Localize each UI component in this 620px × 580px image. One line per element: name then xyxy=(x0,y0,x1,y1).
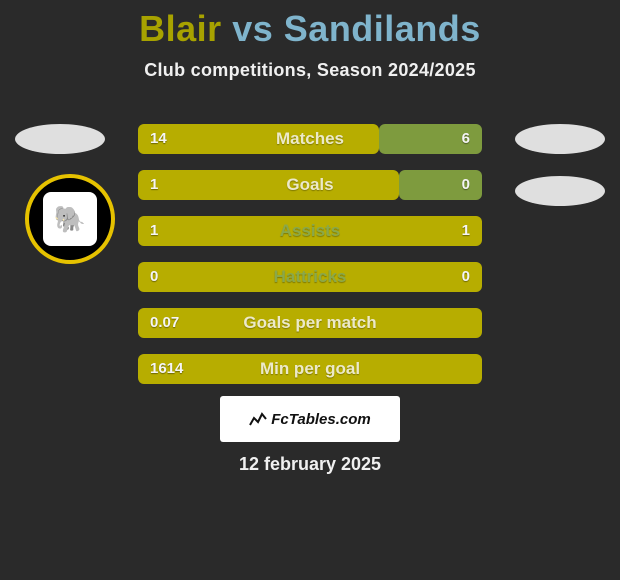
stat-value-right: 0 xyxy=(462,260,470,294)
player2-name: Sandilands xyxy=(284,8,481,49)
stat-value-right: 6 xyxy=(462,122,470,156)
stat-row: Matches146 xyxy=(138,122,482,156)
stat-bar-left xyxy=(138,354,482,384)
club-badge-placeholder-right-2 xyxy=(515,176,605,206)
player1-name: Blair xyxy=(139,8,222,49)
stat-value-left: 1 xyxy=(150,168,158,202)
stat-row: Goals per match0.07 xyxy=(138,306,482,340)
stat-value-right: 1 xyxy=(462,214,470,248)
stat-value-left: 14 xyxy=(150,122,167,156)
stat-bar-left xyxy=(138,216,482,246)
stat-value-left: 0 xyxy=(150,260,158,294)
stat-row: Assists11 xyxy=(138,214,482,248)
stats-panel: Matches146Goals10Assists11Hattricks00Goa… xyxy=(138,122,482,398)
club-crest-icon: 🐘 xyxy=(43,192,97,246)
stat-value-left: 1614 xyxy=(150,352,183,386)
snapshot-date: 12 february 2025 xyxy=(0,454,620,475)
stat-bar-left xyxy=(138,262,482,292)
club-badge-placeholder-right-1 xyxy=(515,124,605,154)
club-crest: 🐘 xyxy=(25,174,115,264)
stat-bar-left xyxy=(138,308,482,338)
club-badge-placeholder-left xyxy=(15,124,105,154)
stat-value-left: 1 xyxy=(150,214,158,248)
comparison-title: Blair vs Sandilands xyxy=(0,0,620,50)
stat-value-left: 0.07 xyxy=(150,306,179,340)
stat-row: Min per goal1614 xyxy=(138,352,482,386)
branding-badge: FcTables.com xyxy=(220,396,400,442)
vs-separator: vs xyxy=(232,8,273,49)
stat-bar-left xyxy=(138,170,399,200)
stat-row: Hattricks00 xyxy=(138,260,482,294)
branding-text: FcTables.com xyxy=(271,411,370,428)
chart-icon xyxy=(249,411,267,427)
season-subtitle: Club competitions, Season 2024/2025 xyxy=(0,60,620,81)
stat-row: Goals10 xyxy=(138,168,482,202)
stat-bar-left xyxy=(138,124,379,154)
stat-value-right: 0 xyxy=(462,168,470,202)
